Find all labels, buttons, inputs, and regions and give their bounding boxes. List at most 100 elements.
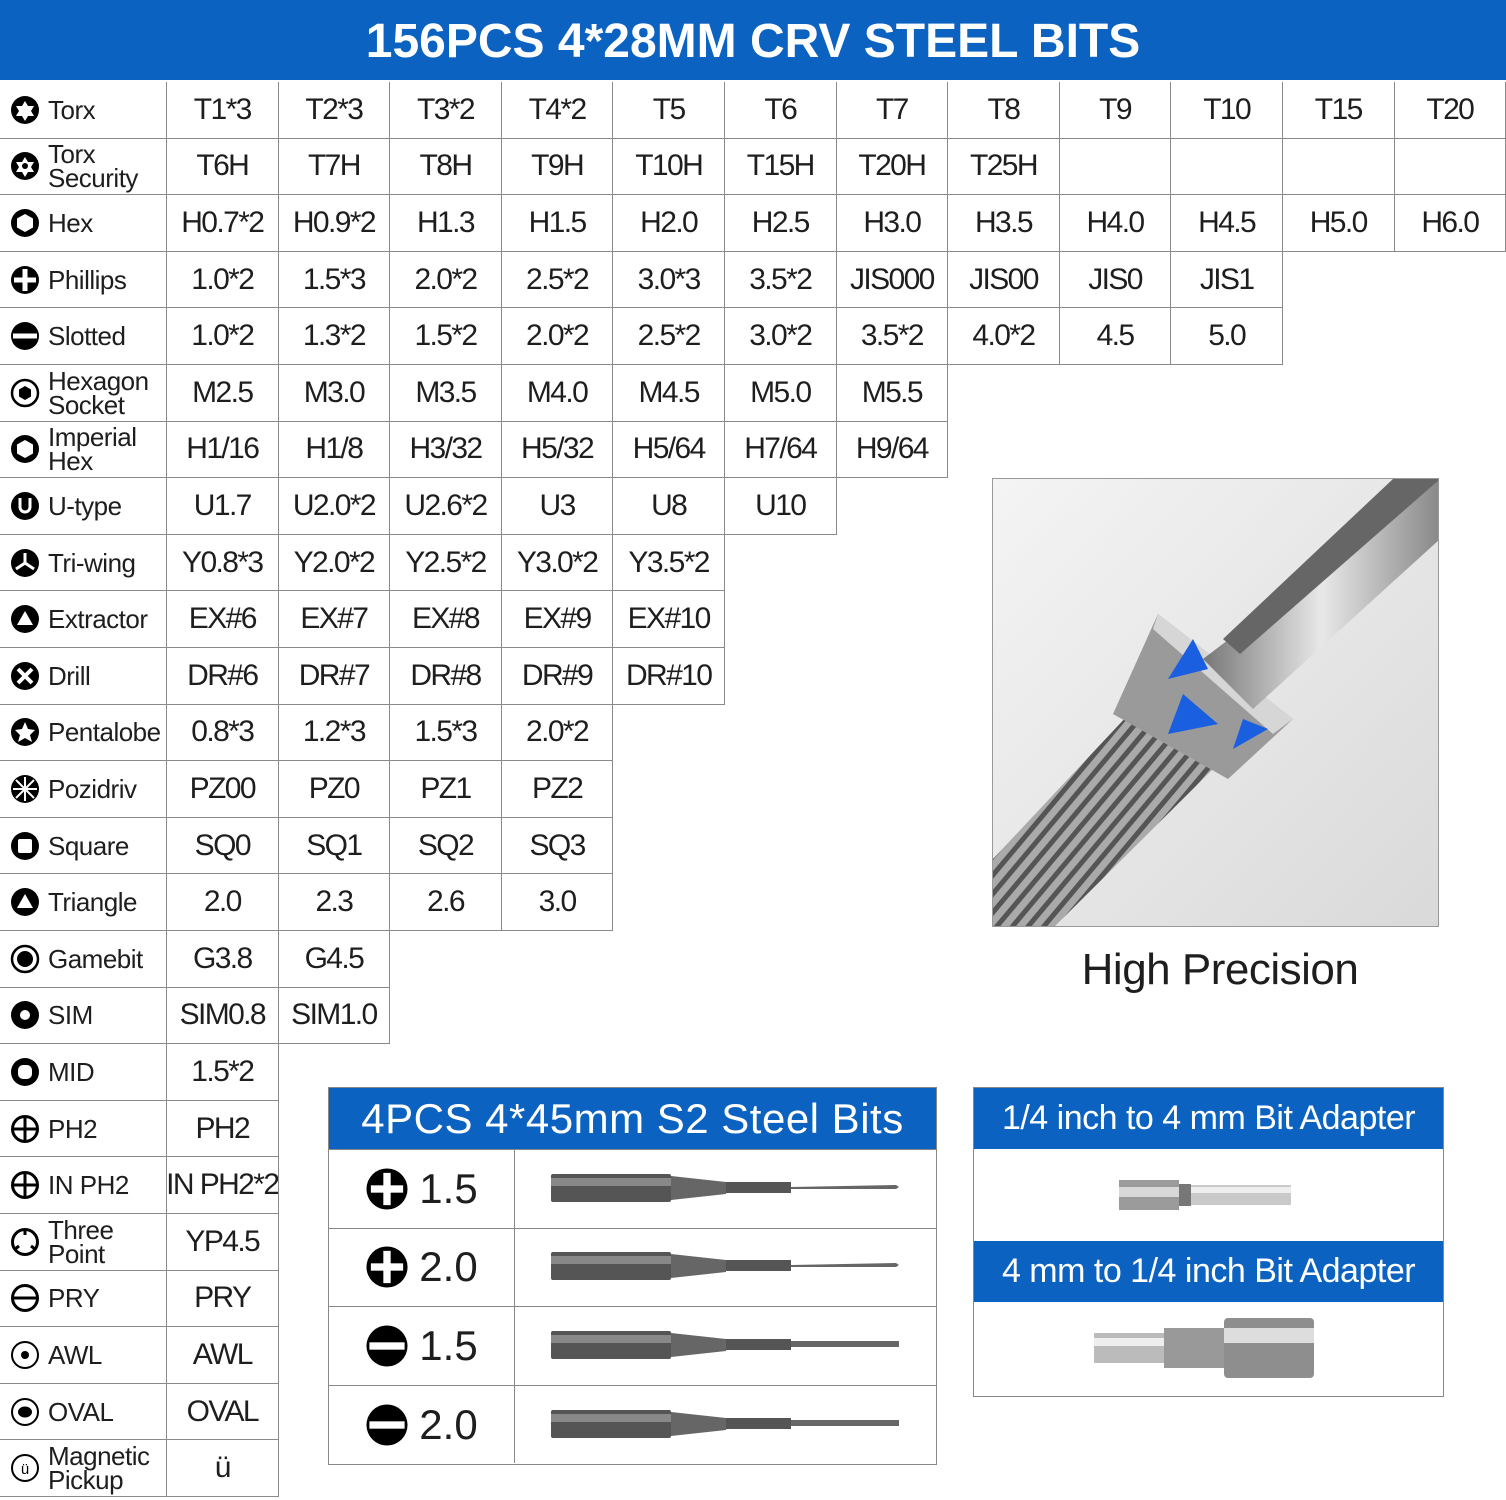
row-label: MID [0,1044,167,1101]
table-cell: H3.5 [948,195,1060,252]
row-label-text: Pozidriv [48,773,137,804]
table-cell: 1.5*3 [278,251,391,309]
table-cell: T9H [501,138,614,196]
row-label-text: PH2 [48,1113,98,1144]
table-row: Pozidriv PZ00 PZ0 PZ1 PZ2 [0,761,614,818]
table-row: Hexagon Socket M2.5 M3.0 M3.5 M4.0 M4.5 M5.0 M5… [0,365,949,422]
table-cell: 3.0 [501,874,614,931]
table-cell: T6 [724,82,837,139]
table-cell: OVAL [167,1383,279,1441]
table-cell: H1.5 [501,195,614,252]
table-row: PRY PRY [0,1270,279,1328]
bit-image [550,1330,899,1359]
table-row: Drill DR#6 DR#7 DR#8 DR#9 DR#10 [0,648,725,705]
table-row: AWL AWL [0,1327,279,1384]
table-row: Triangle 2.0 2.3 2.6 3.0 [0,874,614,931]
table-row: ü Magnetic Pickup ü [0,1440,279,1497]
table-cell: T9 [1059,82,1172,139]
bit-image [550,1409,899,1438]
table-cell: H9/64 [836,421,949,479]
row-label: Tri-wing [0,534,167,592]
row-label: Extractor [0,591,167,648]
table-cell [1171,138,1283,196]
table-cell: SIM1.0 [278,987,391,1045]
adapter-image [974,1149,1443,1241]
table-row: MID 1.5*2 [0,1044,279,1101]
table-cell: 2.0*2 [390,251,502,309]
table-cell: ü [167,1440,279,1497]
torx-security-icon [11,152,39,181]
row-label-text: SIM [48,1000,93,1031]
three-point-icon [11,1227,39,1256]
row-label: Drill [0,648,167,705]
table-cell: H5/64 [613,421,725,479]
row-label: U-type [0,478,167,535]
table-cell: AWL [167,1327,279,1384]
table-cell: H5.0 [1282,195,1395,252]
table-cell: H1/8 [278,421,391,479]
table-cell: H3/32 [390,421,502,479]
row-label: Hex [0,195,167,252]
bit-image [550,1252,899,1281]
feature-caption: High Precision [1081,945,1359,994]
table-row: Hex H0.7*2 H0.9*2 H1.3 H1.5 H2.0 H2.5 H3.0 H3.5 H… [0,195,1506,252]
table-row: Slotted 1.0*2 1.3*2 1.5*2 2.0*2 2.5*2 3.0*2 3.5… [0,308,1283,365]
table-cell: IN PH2*2 [167,1157,279,1214]
table-cell: T25H [948,138,1060,196]
table-cell: H2.5 [724,195,837,252]
row-label-text: Magnetic Pickup [48,1441,150,1496]
table-cell: T7H [278,138,391,196]
row-label-text: Gamebit [48,943,143,974]
magnetic-pickup-icon: ü [11,1454,39,1483]
table-cell: SQ0 [167,817,279,875]
gamebit-icon [10,944,40,974]
table-cell: SIM0.8 [167,987,279,1045]
table-cell: Y2.5*2 [390,534,502,592]
extractor-icon [11,605,39,634]
table-cell: H1/16 [167,421,279,479]
table-row: U-type U1.7 U2.0*2 U2.6*2 U3 U8 U10 [0,478,837,535]
row-label-text: Slotted [48,321,126,352]
table-cell: M4.0 [501,365,614,422]
table-cell: 3.0*2 [724,308,837,365]
table-cell: H2.0 [613,195,725,252]
table-cell: H3.0 [836,195,949,252]
row-label: SIM [0,987,167,1045]
table-cell: 1.3*2 [278,308,391,365]
oval-icon [11,1397,39,1426]
row-label-text: AWL [48,1339,102,1370]
bit-size: 2.0 [419,1400,478,1448]
table-cell: Y3.5*2 [613,534,725,592]
row-label: Square [0,817,167,875]
svg-text:ü: ü [21,1461,29,1478]
table-cell: 4.5 [1059,308,1172,365]
table-cell: T20H [836,138,949,196]
table-cell: G3.8 [167,931,279,988]
table-cell: T10 [1171,82,1283,139]
table-cell: EX#6 [167,591,279,648]
row-label: IN PH2 [0,1157,167,1214]
bit-image [550,1173,899,1202]
adapters-box: 1/4 inch to 4 mm Bit Adapter 4 mm to 1/4… [973,1087,1444,1397]
table-cell: T10H [613,138,725,196]
table-cell: T15H [724,138,837,196]
adapter-title: 1/4 inch to 4 mm Bit Adapter [974,1088,1443,1149]
table-cell: PZ00 [167,761,279,818]
table-cell: H4.0 [1059,195,1172,252]
table-cell: DR#10 [613,648,725,705]
slotted-icon [366,1325,408,1367]
row-label: Three Point [0,1214,167,1271]
s2-bit-row: 1.5 [329,1149,936,1228]
table-cell: T8H [390,138,502,196]
table-cell: 2.3 [278,874,391,931]
u-type-icon [11,491,39,520]
row-label-text: Three Point [48,1214,114,1269]
row-label-text: Extractor [48,604,148,635]
table-row: Imperial Hex H1/16 H1/8 H3/32 H5/32 H5/64 H7/6… [0,421,949,479]
row-label-text: Drill [48,660,91,691]
table-cell: JIS1 [1171,251,1283,309]
table-cell: 3.5*2 [836,308,949,365]
row-label-text: PRY [48,1283,100,1314]
table-cell: EX#7 [278,591,391,648]
table-cell: H0.7*2 [167,195,279,252]
